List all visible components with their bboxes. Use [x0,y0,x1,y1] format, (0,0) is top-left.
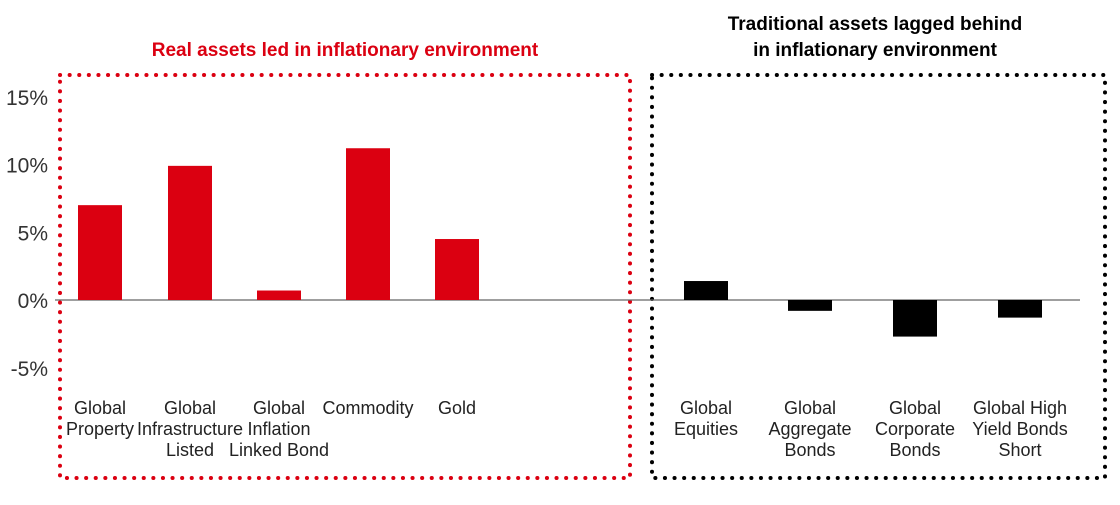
category-label: Short [998,440,1041,460]
y-tick-label: 5% [18,222,48,245]
bar-1-1 [788,300,832,311]
category-label: Global [253,398,305,418]
black-group-title: in inflationary environment [753,40,998,61]
category-label: Global [680,398,732,418]
bar-0-4 [435,239,479,300]
bar-0-3 [346,148,390,300]
bar-1-0 [684,281,728,300]
bar-0-0 [78,205,122,300]
y-tick-label: 15% [6,87,48,110]
category-label: Bonds [784,440,835,460]
category-label: Listed [166,440,214,460]
category-label: Global [164,398,216,418]
y-tick-label: 0% [18,290,48,313]
category-label: Gold [438,398,476,418]
category-label: Aggregate [768,419,851,439]
bar-0-1 [168,165,212,300]
category-label: Commodity [322,398,413,418]
category-label: Bonds [889,440,940,460]
black-dotted-box [650,73,1107,480]
bar-1-3 [998,300,1042,318]
y-tick-label: 10% [6,155,48,178]
category-label: Inflation [247,419,310,439]
category-label: Property [66,419,134,439]
category-label: Infrastructure [137,419,243,439]
category-label: Global [889,398,941,418]
red-dotted-box [58,73,632,480]
category-label: Corporate [875,419,955,439]
y-tick-label: -5% [11,358,48,381]
category-label: Global [74,398,126,418]
category-label: Linked Bond [229,440,329,460]
red-group-title: Real assets led in inflationary environm… [152,40,539,61]
category-label: Global [784,398,836,418]
category-label: Yield Bonds [972,419,1067,439]
category-label: Equities [674,419,738,439]
category-label: Global High [973,398,1067,418]
bar-1-2 [893,300,937,337]
bar-0-2 [257,290,301,300]
black-group-title: Traditional assets lagged behind [728,14,1023,35]
